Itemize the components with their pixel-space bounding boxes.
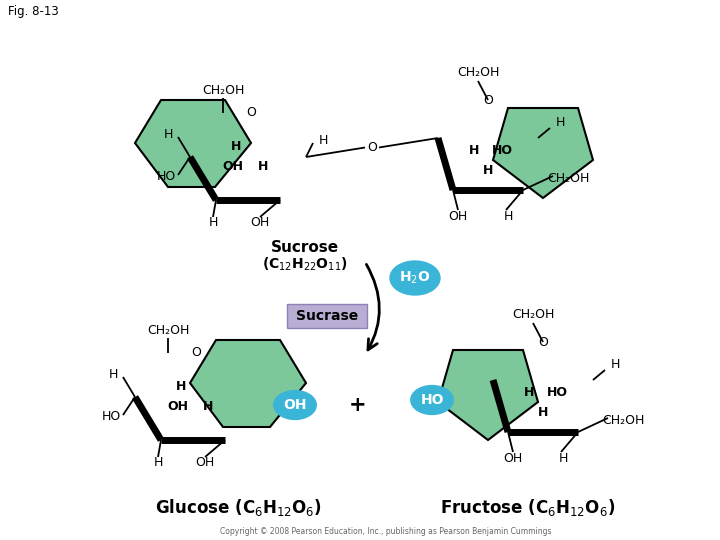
- FancyArrowPatch shape: [366, 265, 379, 350]
- Text: CH₂OH: CH₂OH: [602, 414, 644, 427]
- Text: H: H: [108, 368, 117, 381]
- Text: Glucose (C$_6$H$_{12}$O$_6$): Glucose (C$_6$H$_{12}$O$_6$): [155, 496, 322, 517]
- Text: CH₂OH: CH₂OH: [147, 323, 189, 336]
- Text: +: +: [349, 395, 366, 415]
- Text: O: O: [192, 347, 202, 360]
- Text: HO: HO: [156, 171, 176, 184]
- Text: CH₂OH: CH₂OH: [546, 172, 589, 185]
- Ellipse shape: [274, 390, 316, 420]
- Text: CH₂OH: CH₂OH: [202, 84, 244, 97]
- Text: HO: HO: [492, 144, 513, 157]
- Text: H: H: [611, 359, 620, 372]
- Text: OH: OH: [195, 456, 215, 469]
- Polygon shape: [190, 340, 306, 427]
- Text: Sucrase: Sucrase: [296, 309, 358, 323]
- Text: OH: OH: [168, 401, 189, 414]
- Text: H: H: [208, 217, 217, 230]
- Polygon shape: [438, 350, 538, 440]
- Text: H: H: [538, 406, 548, 419]
- Text: H: H: [163, 129, 173, 141]
- Text: H: H: [231, 140, 241, 153]
- Text: OH: OH: [251, 217, 269, 230]
- FancyBboxPatch shape: [287, 304, 367, 328]
- Text: OH: OH: [283, 398, 307, 412]
- Polygon shape: [493, 108, 593, 198]
- Text: OH: OH: [503, 451, 523, 464]
- Text: H: H: [258, 160, 268, 173]
- Text: O: O: [246, 106, 256, 119]
- Text: Fig. 8-13: Fig. 8-13: [8, 5, 59, 18]
- Text: Fructose (C$_6$H$_{12}$O$_6$): Fructose (C$_6$H$_{12}$O$_6$): [440, 496, 615, 517]
- Text: H: H: [524, 386, 534, 399]
- Text: Sucrose: Sucrose: [271, 240, 339, 255]
- Text: H: H: [318, 133, 328, 146]
- Text: H: H: [176, 381, 186, 394]
- Ellipse shape: [410, 386, 454, 415]
- Text: H: H: [153, 456, 163, 469]
- Text: HO: HO: [546, 386, 567, 399]
- Text: H: H: [483, 164, 493, 177]
- Text: H: H: [555, 117, 564, 130]
- Text: O: O: [483, 93, 493, 106]
- Text: OH: OH: [449, 210, 467, 222]
- Text: HO: HO: [102, 410, 121, 423]
- Text: CH₂OH: CH₂OH: [456, 66, 499, 79]
- Text: H: H: [203, 401, 213, 414]
- Text: H: H: [503, 210, 513, 222]
- Text: O: O: [538, 335, 548, 348]
- Polygon shape: [135, 100, 251, 187]
- Text: Copyright © 2008 Pearson Education, Inc., publishing as Pearson Benjamin Cumming: Copyright © 2008 Pearson Education, Inc.…: [220, 528, 552, 537]
- Text: CH₂OH: CH₂OH: [512, 308, 554, 321]
- Text: O: O: [367, 141, 377, 154]
- Text: (C$_{12}$H$_{22}$O$_{11}$): (C$_{12}$H$_{22}$O$_{11}$): [262, 255, 348, 273]
- Text: H$_2$O: H$_2$O: [400, 270, 431, 286]
- Text: OH: OH: [222, 160, 243, 173]
- Text: H: H: [469, 144, 480, 157]
- Text: H: H: [558, 451, 567, 464]
- Ellipse shape: [390, 261, 440, 295]
- Text: HO: HO: [420, 393, 444, 407]
